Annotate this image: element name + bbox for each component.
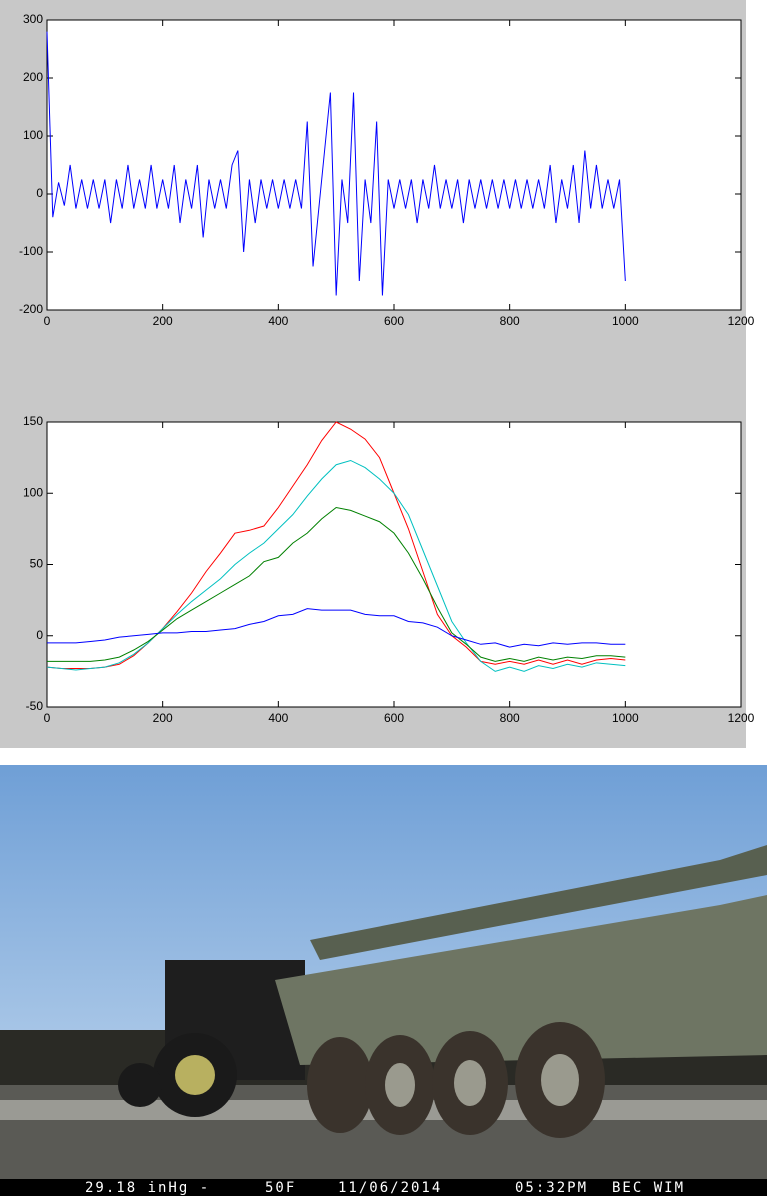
plot-area	[47, 422, 741, 707]
date: 11/06/2014	[338, 1180, 442, 1196]
x-tick-label: 400	[268, 314, 288, 328]
page: 020040060080010001200-200-10001002003000…	[0, 0, 767, 1196]
x-tick-label: 1200	[728, 314, 755, 328]
tractor-front-wheel	[118, 1063, 162, 1107]
y-tick-label: 0	[36, 186, 43, 200]
x-tick-label: 200	[153, 314, 173, 328]
temperature: 50F	[265, 1180, 296, 1196]
y-tick-label: -200	[19, 302, 43, 316]
x-tick-label: 1200	[728, 711, 755, 725]
tractor-hub	[175, 1055, 215, 1095]
y-tick-label: 0	[36, 628, 43, 642]
x-tick-label: 800	[500, 314, 520, 328]
x-tick-label: 400	[268, 711, 288, 725]
tanker-wheel	[307, 1037, 373, 1133]
y-tick-label: 100	[23, 128, 43, 142]
y-tick-label: -50	[26, 699, 44, 713]
x-tick-label: 800	[500, 711, 520, 725]
time: 05:32PM	[515, 1180, 588, 1196]
x-tick-label: 200	[153, 711, 173, 725]
x-tick-label: 600	[384, 711, 404, 725]
y-tick-label: 100	[23, 485, 43, 499]
hub	[385, 1063, 415, 1107]
x-tick-label: 1000	[612, 314, 639, 328]
y-tick-label: 150	[23, 414, 43, 428]
x-tick-label: 1000	[612, 711, 639, 725]
y-tick-label: 50	[30, 557, 44, 571]
y-tick-label: 200	[23, 70, 43, 84]
hub	[541, 1054, 579, 1106]
camera-photo: 29.18 inHg - 50F 11/06/2014 05:32PM BEC …	[0, 765, 767, 1196]
x-tick-label: 600	[384, 314, 404, 328]
pressure: 29.18 inHg -	[85, 1180, 210, 1196]
y-tick-label: 300	[23, 12, 43, 26]
hub	[454, 1060, 486, 1106]
y-tick-label: -100	[19, 244, 43, 258]
x-tick-label: 0	[44, 314, 51, 328]
station: BEC WIM	[612, 1180, 685, 1196]
x-tick-label: 0	[44, 711, 51, 725]
